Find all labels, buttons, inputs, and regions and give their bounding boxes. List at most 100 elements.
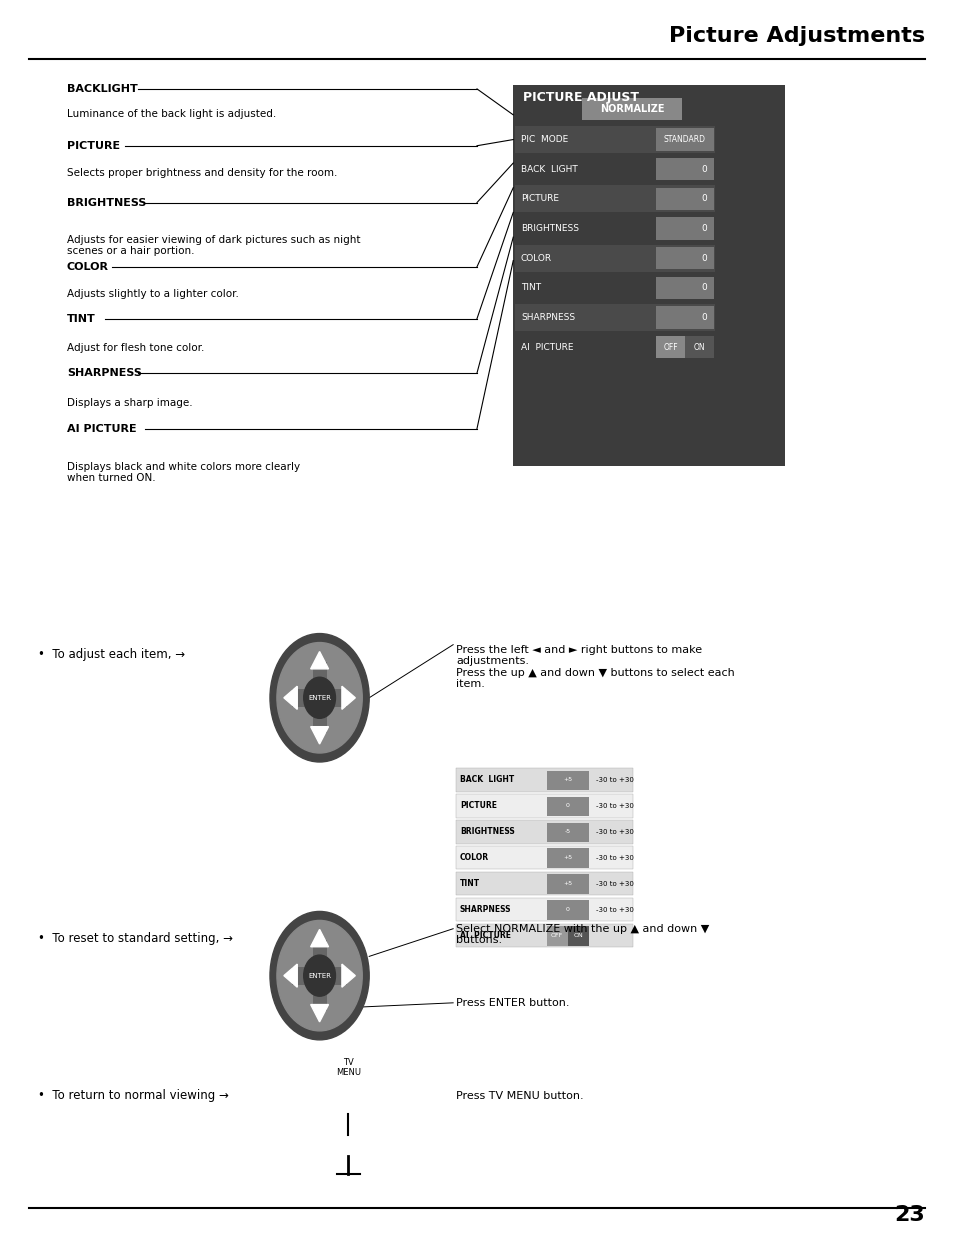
FancyBboxPatch shape — [515, 333, 715, 361]
Text: TV
MENU: TV MENU — [335, 1057, 360, 1077]
Text: -30 to +30: -30 to +30 — [596, 803, 634, 809]
Text: 0: 0 — [700, 224, 706, 233]
Text: SHARPNESS: SHARPNESS — [67, 368, 141, 378]
Text: ENTER: ENTER — [308, 695, 331, 700]
Text: 0: 0 — [700, 194, 706, 204]
FancyBboxPatch shape — [546, 823, 588, 842]
Text: OFF: OFF — [662, 342, 678, 352]
Text: TINT: TINT — [459, 879, 479, 888]
Text: ON: ON — [573, 932, 582, 939]
Text: COLOR: COLOR — [459, 853, 489, 862]
Text: Select NORMALIZE with the up ▲ and down ▼
buttons.: Select NORMALIZE with the up ▲ and down … — [456, 924, 708, 945]
Text: NORMALIZE: NORMALIZE — [599, 104, 663, 114]
Text: -30 to +30: -30 to +30 — [596, 906, 634, 913]
FancyBboxPatch shape — [515, 245, 715, 272]
Text: STANDARD: STANDARD — [663, 135, 705, 144]
Text: -5: -5 — [564, 829, 570, 835]
Text: PICTURE ADJUST: PICTURE ADJUST — [522, 91, 639, 105]
Text: +5: +5 — [562, 777, 572, 783]
FancyBboxPatch shape — [684, 336, 713, 358]
Text: COLOR: COLOR — [520, 253, 552, 263]
FancyBboxPatch shape — [456, 794, 632, 818]
FancyBboxPatch shape — [319, 689, 347, 706]
Text: •  To adjust each item, →: • To adjust each item, → — [38, 648, 185, 661]
Text: Press TV MENU button.: Press TV MENU button. — [456, 1091, 583, 1100]
Text: BACKLIGHT: BACKLIGHT — [67, 84, 137, 94]
Text: -30 to +30: -30 to +30 — [596, 829, 634, 835]
FancyBboxPatch shape — [656, 158, 713, 180]
Circle shape — [270, 634, 369, 762]
Text: PICTURE: PICTURE — [520, 194, 558, 204]
FancyBboxPatch shape — [515, 156, 715, 183]
Text: -30 to +30: -30 to +30 — [596, 855, 634, 861]
Text: TINT: TINT — [67, 314, 95, 324]
FancyBboxPatch shape — [515, 215, 715, 242]
Text: 0: 0 — [565, 906, 569, 913]
Text: +5: +5 — [562, 855, 572, 861]
FancyBboxPatch shape — [456, 898, 632, 921]
FancyBboxPatch shape — [292, 689, 319, 706]
FancyBboxPatch shape — [513, 85, 784, 466]
FancyBboxPatch shape — [313, 976, 326, 1011]
Text: BRIGHTNESS: BRIGHTNESS — [520, 224, 578, 233]
Circle shape — [303, 677, 335, 719]
Text: •  To return to normal viewing →: • To return to normal viewing → — [38, 1089, 229, 1102]
Circle shape — [276, 642, 362, 753]
Text: TINT: TINT — [520, 283, 540, 293]
Text: AI  PICTURE: AI PICTURE — [520, 342, 573, 352]
Text: Selects proper brightness and density for the room.: Selects proper brightness and density fo… — [67, 168, 336, 178]
FancyBboxPatch shape — [456, 768, 632, 792]
FancyBboxPatch shape — [313, 940, 326, 976]
FancyBboxPatch shape — [515, 274, 715, 301]
Text: BACK  LIGHT: BACK LIGHT — [459, 776, 514, 784]
FancyBboxPatch shape — [546, 848, 588, 868]
Text: 0: 0 — [700, 312, 706, 322]
Text: PIC  MODE: PIC MODE — [520, 135, 568, 144]
Text: -30 to +30: -30 to +30 — [596, 777, 634, 783]
FancyBboxPatch shape — [581, 98, 681, 120]
Text: ENTER: ENTER — [308, 973, 331, 978]
FancyBboxPatch shape — [546, 797, 588, 816]
Polygon shape — [311, 652, 328, 669]
FancyBboxPatch shape — [292, 967, 319, 984]
Text: 23: 23 — [894, 1205, 924, 1225]
Text: +5: +5 — [562, 881, 572, 887]
Polygon shape — [284, 687, 297, 709]
Polygon shape — [341, 965, 355, 987]
Text: Picture Adjustments: Picture Adjustments — [669, 26, 924, 46]
FancyBboxPatch shape — [515, 304, 715, 331]
Text: AI PICTURE: AI PICTURE — [67, 424, 136, 433]
Text: BRIGHTNESS: BRIGHTNESS — [67, 198, 146, 207]
Text: Adjust for flesh tone color.: Adjust for flesh tone color. — [67, 343, 204, 353]
Text: SHARPNESS: SHARPNESS — [459, 905, 511, 914]
Text: Displays black and white colors more clearly
when turned ON.: Displays black and white colors more cle… — [67, 462, 299, 483]
FancyBboxPatch shape — [456, 846, 632, 869]
Text: ON: ON — [693, 342, 704, 352]
Polygon shape — [284, 965, 297, 987]
Text: 0: 0 — [700, 253, 706, 263]
FancyBboxPatch shape — [656, 336, 684, 358]
FancyBboxPatch shape — [313, 698, 326, 734]
Text: 0: 0 — [565, 803, 569, 809]
FancyBboxPatch shape — [546, 874, 588, 894]
Text: SHARPNESS: SHARPNESS — [520, 312, 575, 322]
Text: Press ENTER button.: Press ENTER button. — [456, 998, 569, 1008]
Polygon shape — [311, 1004, 328, 1021]
Text: Displays a sharp image.: Displays a sharp image. — [67, 398, 193, 408]
Text: •  To reset to standard setting, →: • To reset to standard setting, → — [38, 932, 233, 945]
Text: Luminance of the back light is adjusted.: Luminance of the back light is adjusted. — [67, 109, 275, 119]
FancyBboxPatch shape — [546, 771, 588, 790]
FancyBboxPatch shape — [515, 126, 715, 153]
Text: BRIGHTNESS: BRIGHTNESS — [459, 827, 514, 836]
Text: OFF: OFF — [551, 932, 562, 939]
FancyBboxPatch shape — [546, 900, 588, 920]
Text: Adjusts for easier viewing of dark pictures such as night
scenes or a hair porti: Adjusts for easier viewing of dark pictu… — [67, 235, 360, 256]
Circle shape — [303, 955, 335, 997]
FancyBboxPatch shape — [456, 924, 632, 947]
FancyBboxPatch shape — [656, 188, 713, 210]
Text: Press the left ◄ and ► right buttons to make
adjustments.
Press the up ▲ and dow: Press the left ◄ and ► right buttons to … — [456, 645, 734, 689]
Text: -30 to +30: -30 to +30 — [596, 881, 634, 887]
FancyBboxPatch shape — [656, 128, 713, 151]
FancyBboxPatch shape — [313, 662, 326, 698]
Circle shape — [276, 920, 362, 1031]
